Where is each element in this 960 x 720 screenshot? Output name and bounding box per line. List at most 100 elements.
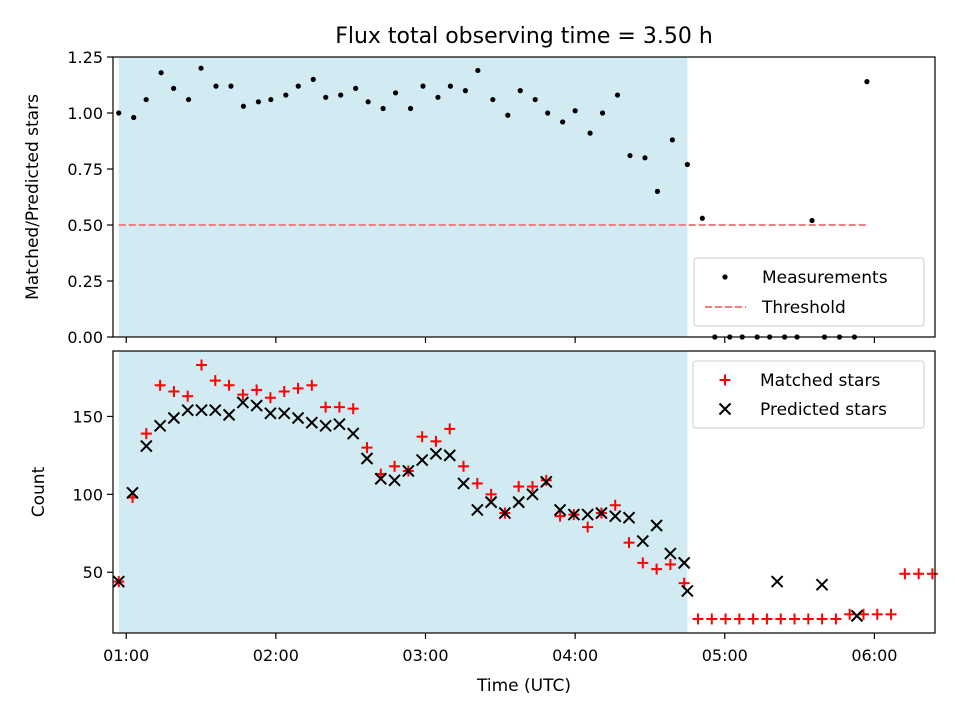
matched-star-point (637, 557, 649, 569)
matched-star-point (154, 379, 166, 391)
matched-star-point (554, 510, 566, 522)
measurement-point (310, 76, 316, 82)
measurement-point (255, 99, 261, 105)
legend-predicted-stars: Predicted stars (760, 400, 887, 420)
matched-star-point (664, 558, 676, 570)
measurement-point (560, 119, 566, 125)
bottom-y-ticks: 50 100 150 (72, 407, 113, 582)
predicted-star-point (770, 575, 784, 588)
measurement-point (654, 188, 661, 194)
legend-plus-glyph (719, 374, 731, 386)
matched-star-point (333, 401, 345, 413)
predicted-star-point (333, 418, 346, 431)
matched-star-point (913, 568, 925, 580)
measurement-points (116, 65, 870, 340)
y-tick-label: 150 (72, 407, 103, 426)
legend-measurement-marker (722, 274, 728, 280)
x-tick-label: 02:00 (253, 646, 299, 665)
predicted-star-point (471, 503, 484, 517)
predicted-star-point (209, 403, 222, 417)
top-y-axis-label: Matched/Predicted stars (23, 94, 43, 300)
predicted-star-point (512, 495, 525, 509)
predicted-star-point (374, 472, 387, 485)
y-tick-label: 1.00 (67, 104, 103, 123)
predicted-star-point (457, 477, 470, 490)
x-tick-label: 03:00 (402, 646, 448, 665)
predicted-star-point (236, 396, 250, 409)
matched-star-point (292, 382, 304, 394)
ratio-panel: 0.00 0.25 0.50 0.75 1.00 1.25 Matched/Predict… (23, 48, 936, 347)
measurement-point (699, 215, 705, 221)
bottom-y-axis-label: Count (29, 466, 49, 517)
measurement-point (447, 83, 454, 89)
measurement-point (572, 108, 578, 114)
matched-star-point (223, 379, 235, 391)
measurement-point (599, 110, 606, 116)
measurement-point (642, 155, 648, 161)
matched-star-point (623, 537, 635, 549)
measurement-point (490, 96, 496, 103)
measurement-point (545, 110, 551, 116)
predicted-star-point (402, 464, 415, 478)
predicted-star-point (153, 419, 167, 432)
legend-threshold: Threshold (761, 298, 846, 318)
predicted-star-point (388, 474, 401, 487)
matched-star-point (444, 423, 456, 435)
legend-matched-marker (719, 374, 731, 386)
predicted-star-point (291, 411, 305, 425)
measurement-point (268, 96, 274, 103)
measurement-point (283, 92, 289, 98)
predicted-star-point (677, 556, 691, 570)
matched-star-point (361, 442, 373, 454)
matched-star-point (789, 613, 801, 625)
matched-star-point (195, 359, 207, 371)
chart-title: Flux total observing time = 3.50 h (335, 24, 713, 49)
measurement-point (532, 96, 538, 103)
predicted-star-point (484, 495, 498, 509)
x-tick-label: 01:00 (103, 646, 149, 665)
y-tick-label: 1.25 (67, 48, 103, 67)
measurement-point (505, 112, 511, 118)
top-axes-frame (112, 56, 936, 338)
matched-star-point (761, 613, 773, 625)
top-y-ticks: 0.00 0.25 0.50 0.75 1.00 1.25 (67, 48, 113, 347)
matched-star-point (251, 384, 263, 396)
matched-star-point (899, 568, 911, 580)
predicted-star-point (126, 486, 139, 499)
measurement-point (475, 67, 481, 74)
matched-star-point (830, 613, 842, 625)
measurement-point (517, 88, 523, 94)
predicted-star-point (429, 447, 443, 461)
predicted-star-point (346, 427, 360, 440)
predicted-star-point (305, 416, 319, 429)
measurement-point (240, 103, 247, 109)
predicted-star-point (415, 453, 429, 467)
measurement-point (435, 94, 441, 100)
measurement-point (627, 152, 633, 159)
predicted-star-point (222, 408, 236, 422)
predicted-star-point (181, 403, 194, 417)
matched-star-point (306, 379, 318, 391)
matched-star-point (733, 613, 745, 625)
measurement-point (614, 92, 621, 98)
legend-predicted-marker (718, 402, 732, 416)
x-tick-label: 06:00 (851, 646, 897, 665)
predicted-stars-points (112, 396, 864, 623)
measurement-point (380, 105, 386, 112)
y-tick-label: 0.50 (67, 216, 103, 235)
matched-star-point (802, 613, 814, 625)
count-panel: 50 100 150 Count Matched stars Predicted s… (29, 350, 938, 634)
predicted-star-point (553, 503, 567, 517)
matched-star-point (513, 481, 525, 493)
predicted-star-point (815, 578, 829, 591)
predicted-star-point (664, 547, 677, 560)
measurement-point (131, 114, 137, 121)
predicted-star-point (609, 509, 622, 523)
matched-star-point (720, 613, 732, 625)
matched-star-point (816, 613, 828, 625)
predicted-star-point (650, 519, 663, 532)
matched-star-point (609, 499, 621, 511)
matched-star-point (347, 403, 359, 415)
predicted-star-point (195, 403, 208, 417)
matched-star-point (747, 613, 759, 625)
